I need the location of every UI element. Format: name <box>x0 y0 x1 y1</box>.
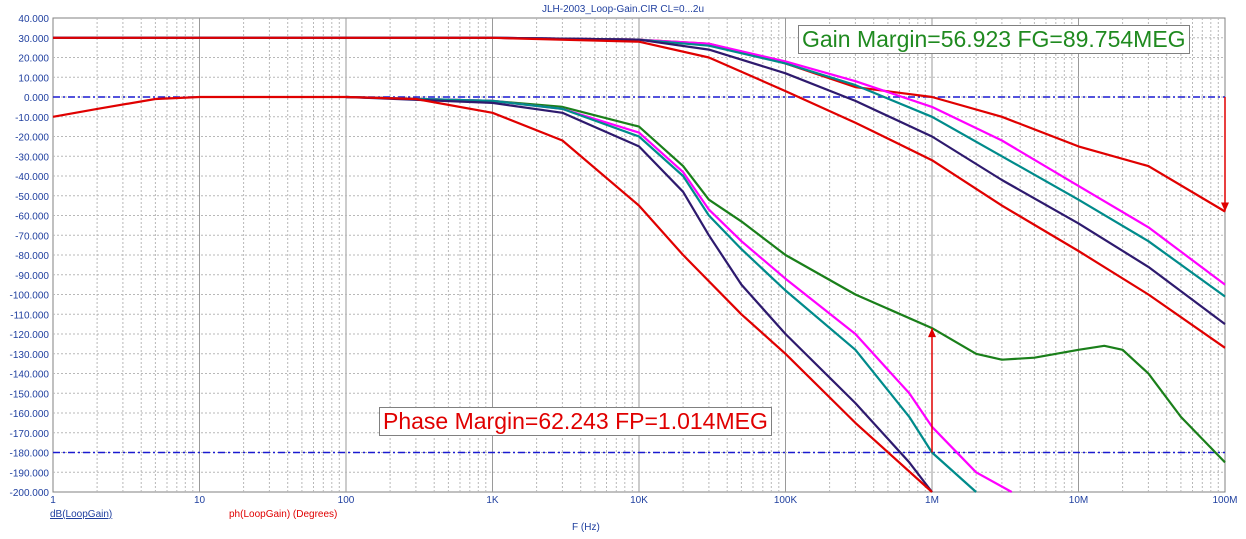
y-tick-label: -120.000 <box>10 330 50 341</box>
y-tick-label: -90.000 <box>15 271 49 282</box>
y-tick-label: 30.000 <box>18 34 49 45</box>
series-line-9 <box>345 95 933 493</box>
x-tick-label: 1M <box>925 495 939 506</box>
y-tick-label: 0.000 <box>24 93 49 104</box>
legend-phase-label: ph(LoopGain) (Degrees) <box>229 509 338 520</box>
phase-margin-annotation: Phase Margin=62.243 FP=1.014MEG <box>379 407 772 436</box>
y-tick-label: -200.000 <box>10 488 50 499</box>
y-tick-label: 20.000 <box>18 54 49 65</box>
chart-title: JLH-2003_Loop-Gain.CIR CL=0...2u <box>541 4 705 15</box>
y-tick-label: -100.000 <box>10 291 50 302</box>
y-tick-label: -40.000 <box>15 172 49 183</box>
y-tick-label: 10.000 <box>18 73 49 84</box>
y-tick-label: -170.000 <box>10 429 50 440</box>
series-line-5 <box>53 36 1226 349</box>
gain-margin-annotation: Gain Margin=56.923 FG=89.754MEG <box>798 25 1190 54</box>
marker-arrowhead-1 <box>1221 202 1229 212</box>
x-tick-label: 10K <box>630 495 648 506</box>
x-tick-label: 100M <box>1212 495 1237 506</box>
y-axis-ticks: 40.000 30.000 20.000 10.000 0.000 -10.000 -20.… <box>10 14 50 499</box>
grid-lines <box>53 18 1225 492</box>
x-axis-label: F (Hz) <box>572 522 600 533</box>
legend-gain-label: dB(LoopGain) <box>50 509 113 520</box>
y-tick-label: -110.000 <box>10 310 49 321</box>
x-tick-label: 1 <box>50 495 56 506</box>
y-tick-label: -60.000 <box>15 212 49 223</box>
y-tick-label: -20.000 <box>15 133 49 144</box>
margin-markers <box>928 97 1229 453</box>
x-tick-label: 100K <box>774 495 798 506</box>
y-tick-label: -50.000 <box>15 192 49 203</box>
y-tick-label: -160.000 <box>10 409 50 420</box>
x-tick-label: 100 <box>338 495 355 506</box>
y-tick-label: -190.000 <box>10 468 50 479</box>
series-line-8 <box>345 95 977 493</box>
y-tick-label: -140.000 <box>10 370 50 381</box>
series-line-4 <box>53 36 1226 325</box>
x-tick-label: 1K <box>486 495 499 506</box>
y-tick-label: -70.000 <box>15 231 49 242</box>
y-tick-label: -30.000 <box>15 152 49 163</box>
y-tick-label: -180.000 <box>10 449 50 460</box>
marker-arrowhead-2 <box>928 328 936 338</box>
y-tick-label: -10.000 <box>15 113 49 124</box>
series-line-10 <box>52 95 933 493</box>
x-tick-label: 10 <box>194 495 206 506</box>
y-tick-label: -80.000 <box>15 251 49 262</box>
x-axis-ticks: 1 10 100 1K 10K 100K 1M 10M 100M <box>50 495 1237 506</box>
y-tick-label: 40.000 <box>18 14 49 25</box>
y-tick-label: -150.000 <box>10 389 50 400</box>
y-tick-label: -130.000 <box>10 350 50 361</box>
x-tick-label: 10M <box>1069 495 1088 506</box>
